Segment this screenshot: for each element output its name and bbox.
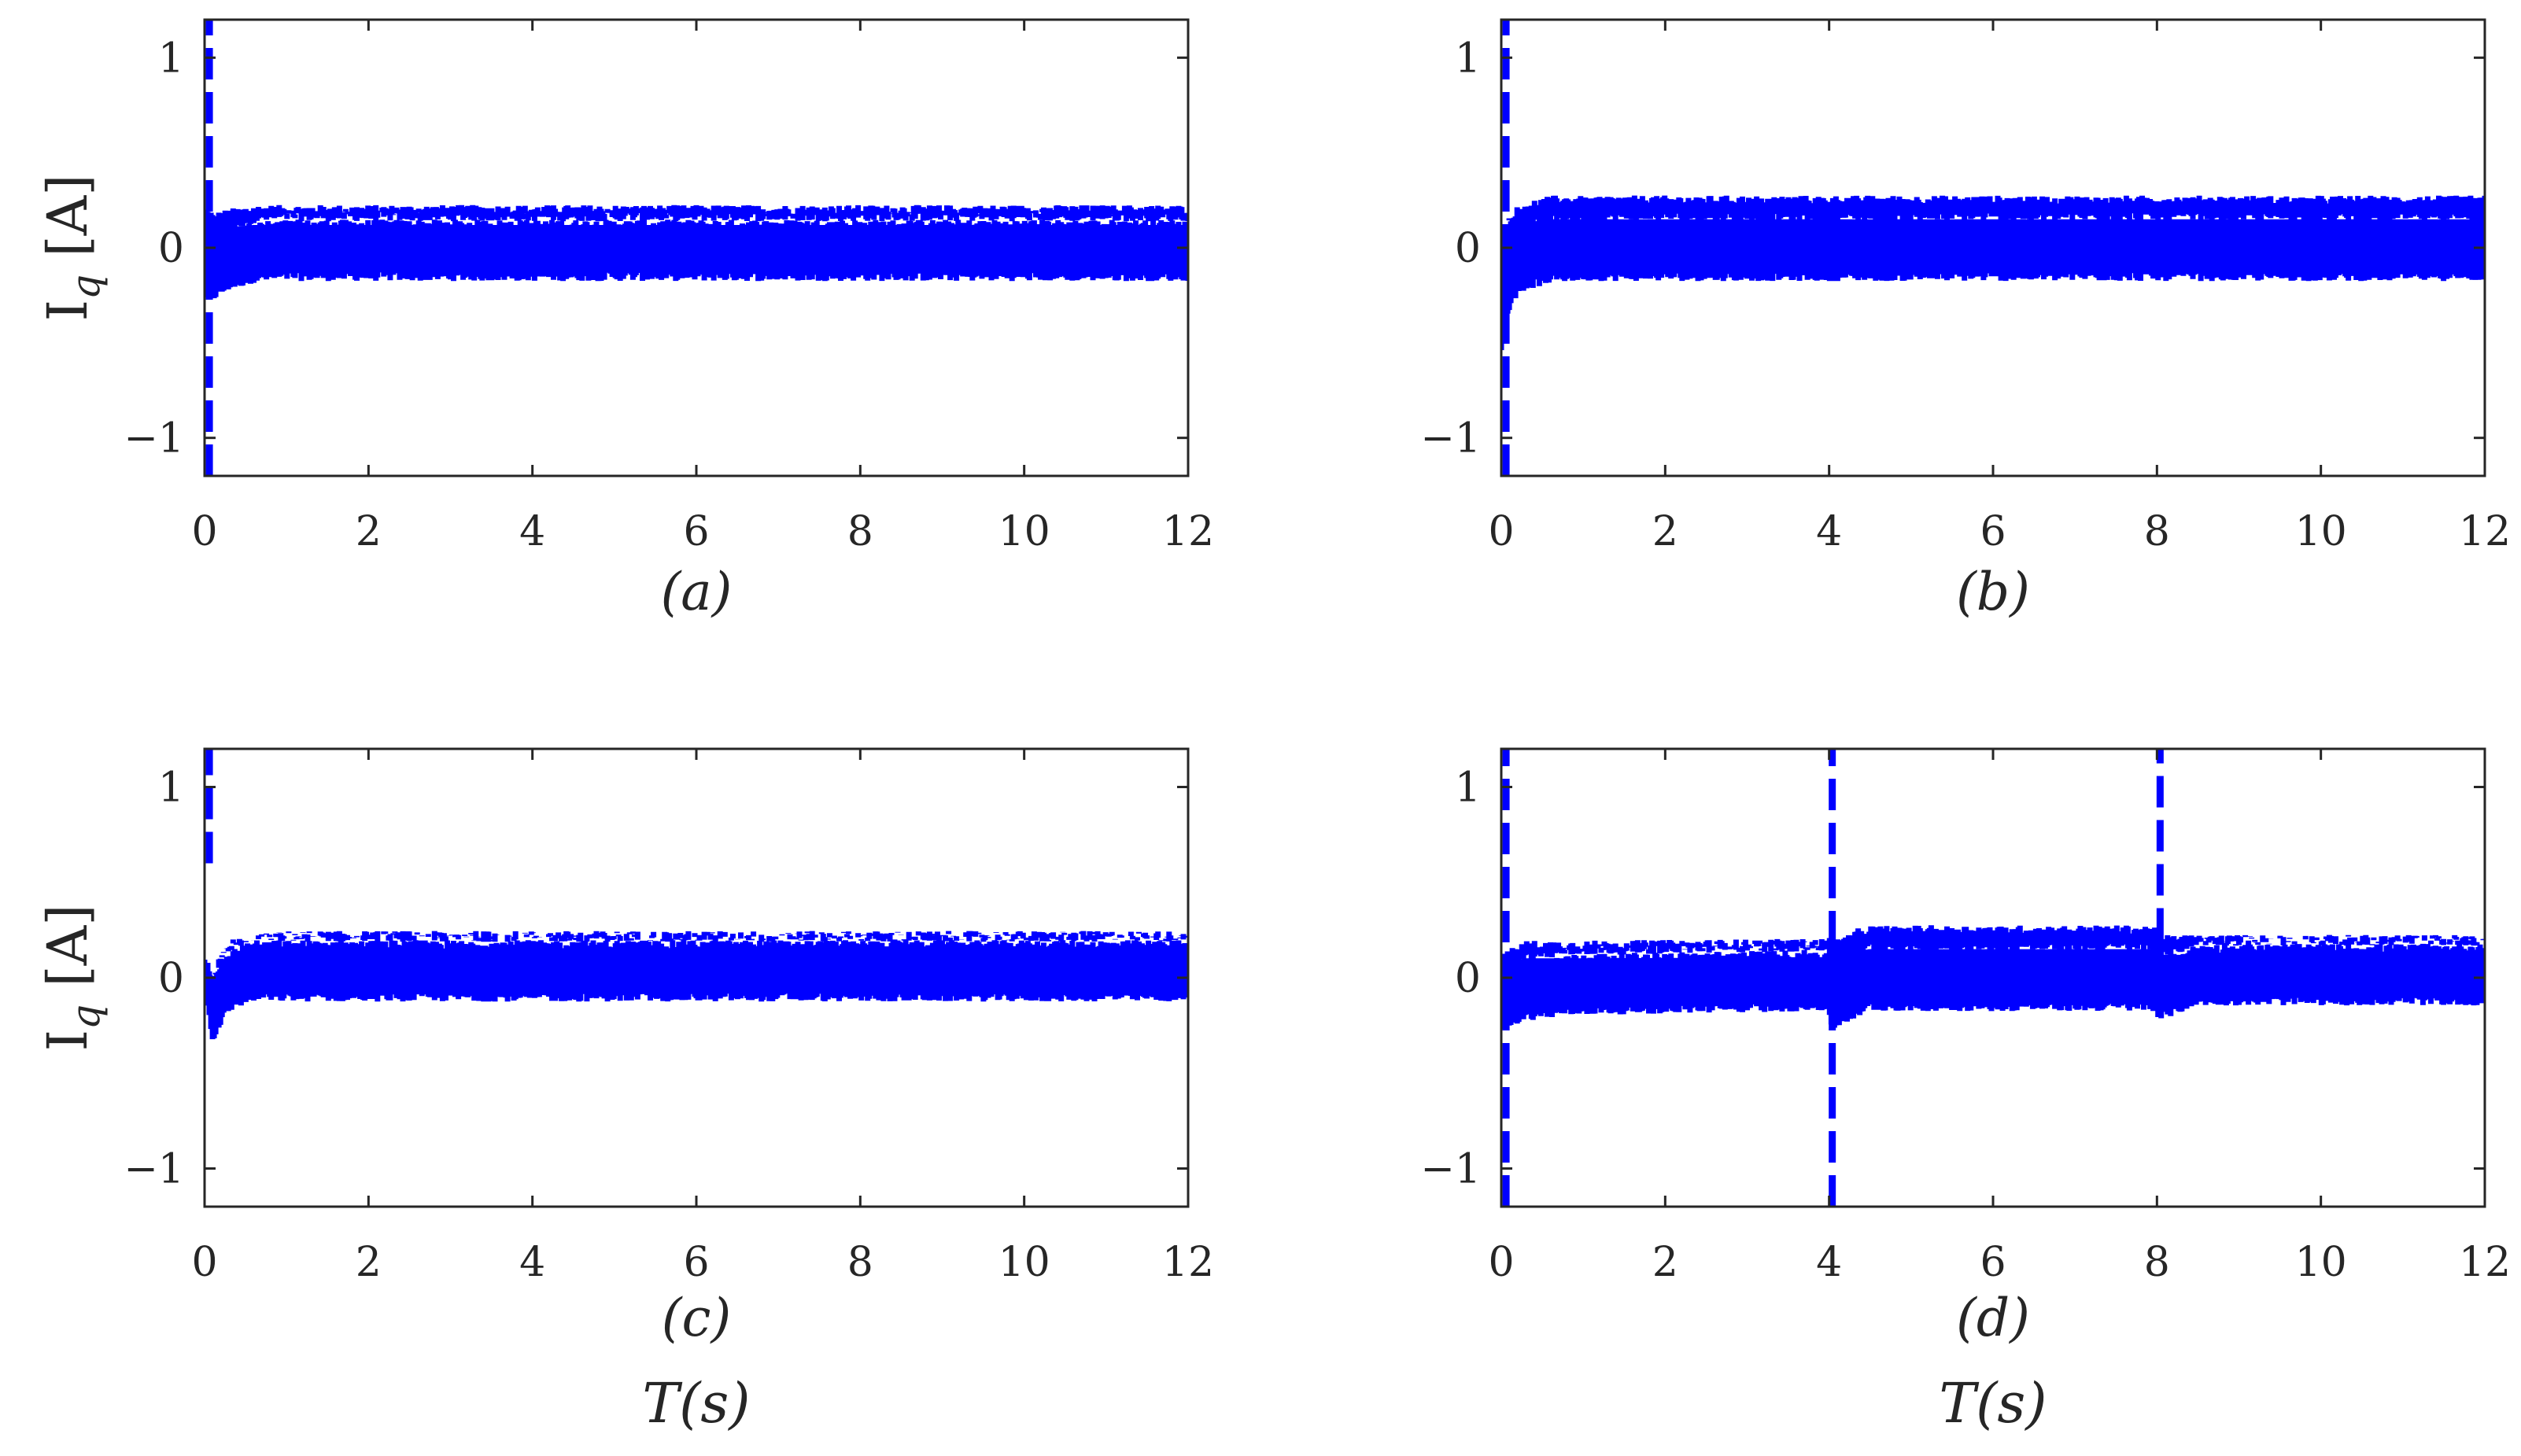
x-tick-label: 4 bbox=[1816, 508, 1842, 555]
panel-a: 0 2 4 6 8 10 12−101(a)Iq [A] bbox=[35, 18, 1214, 622]
x-tick-label: 12 bbox=[1162, 1239, 1214, 1286]
x-tick-label: 0 bbox=[1488, 1239, 1514, 1286]
panel-label: (c) bbox=[662, 1288, 731, 1348]
x-tick-label: 0 bbox=[191, 1239, 217, 1286]
y-axis-label-unit: [A] bbox=[35, 904, 100, 1004]
x-tick-label: 12 bbox=[1162, 508, 1214, 555]
y-tick-label: −1 bbox=[124, 415, 184, 463]
x-tick-label: 4 bbox=[1816, 1239, 1842, 1286]
y-tick-label: −1 bbox=[124, 1146, 184, 1193]
x-tick-label: 8 bbox=[847, 508, 873, 555]
x-tick-label: 10 bbox=[998, 508, 1050, 555]
x-tick-label: 12 bbox=[2459, 1239, 2511, 1286]
y-axis-label-main: I bbox=[35, 1030, 100, 1052]
y-tick-label: 1 bbox=[158, 765, 184, 812]
x-tick-label: 4 bbox=[519, 1239, 545, 1286]
y-tick-label: −1 bbox=[1420, 1146, 1481, 1193]
x-tick-label: 6 bbox=[683, 508, 709, 555]
y-tick-label: 1 bbox=[158, 35, 184, 82]
y-axis-label-main: I bbox=[35, 300, 100, 322]
y-tick-label: 0 bbox=[1455, 225, 1481, 272]
series-noise-band bbox=[1501, 195, 2485, 351]
y-tick-label: 1 bbox=[1455, 35, 1481, 82]
y-tick-label: 1 bbox=[1455, 765, 1481, 812]
panel-label: (d) bbox=[1956, 1288, 2030, 1348]
x-tick-label: 10 bbox=[2295, 1239, 2347, 1286]
series-noise-core bbox=[205, 953, 1188, 1014]
x-tick-label: 2 bbox=[1652, 508, 1678, 555]
panel-label: (a) bbox=[661, 562, 733, 622]
y-tick-label: −1 bbox=[1420, 415, 1481, 463]
x-tick-label: 8 bbox=[847, 1239, 873, 1286]
x-tick-label: 8 bbox=[2144, 508, 2170, 555]
panel-d: 0 2 4 6 8 10 12−101(d)T(s) bbox=[1420, 747, 2511, 1436]
x-tick-label: 2 bbox=[1652, 1239, 1678, 1286]
y-axis-label: Iq [A] bbox=[35, 174, 109, 321]
x-tick-label: 0 bbox=[191, 508, 217, 555]
series-noise-core bbox=[205, 225, 1188, 277]
plot-area bbox=[1501, 20, 2485, 476]
x-tick-label: 2 bbox=[356, 1239, 382, 1286]
x-tick-label: 8 bbox=[2144, 1239, 2170, 1286]
y-axis-label-subscript: q bbox=[63, 275, 109, 300]
x-axis-label: T(s) bbox=[1939, 1371, 2047, 1436]
x-tick-label: 6 bbox=[1980, 508, 2006, 555]
panel-label: (b) bbox=[1956, 562, 2030, 622]
x-tick-label: 6 bbox=[683, 1239, 709, 1286]
plot-area bbox=[205, 749, 1188, 1040]
y-tick-label: 0 bbox=[158, 225, 184, 272]
plot-area bbox=[1501, 749, 2485, 1207]
x-tick-label: 10 bbox=[2295, 508, 2347, 555]
panel-b: 0 2 4 6 8 10 12−101(b) bbox=[1420, 18, 2511, 622]
y-axis-label-unit: [A] bbox=[35, 174, 100, 274]
series-noise-core bbox=[1501, 219, 2485, 311]
x-tick-label: 2 bbox=[356, 508, 382, 555]
x-tick-label: 4 bbox=[519, 508, 545, 555]
y-tick-label: 0 bbox=[1455, 955, 1481, 1002]
y-axis-label-subscript: q bbox=[63, 1004, 109, 1030]
x-axis-label: T(s) bbox=[642, 1371, 750, 1436]
x-tick-label: 12 bbox=[2459, 508, 2511, 555]
panel-c: 0 2 4 6 8 10 12−101(c)Iq [A]T(s) bbox=[35, 747, 1214, 1436]
x-tick-label: 10 bbox=[998, 1239, 1050, 1286]
x-tick-label: 6 bbox=[1980, 1239, 2006, 1286]
y-axis-label: Iq [A] bbox=[35, 904, 109, 1051]
plot-area bbox=[205, 20, 1188, 476]
y-tick-label: 0 bbox=[158, 955, 184, 1002]
x-tick-label: 0 bbox=[1488, 508, 1514, 555]
